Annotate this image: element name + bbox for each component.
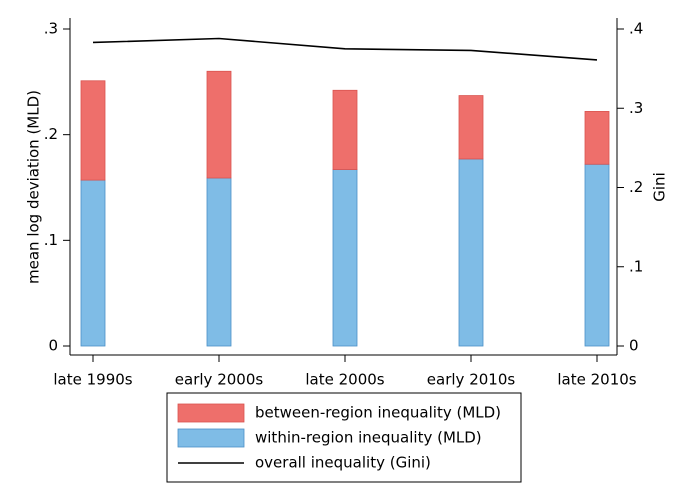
legend-swatch-0 [177, 403, 245, 423]
x-tick-label: early 2010s [427, 371, 516, 389]
x-tick-label: late 2010s [557, 371, 636, 389]
bar-between-2 [332, 89, 358, 170]
left-axis-ticks: 0 .1 .2 .3 [44, 20, 70, 355]
bar-within-0 [80, 179, 106, 347]
bar-between-1 [206, 70, 232, 179]
bar-within-4 [584, 163, 610, 347]
bar-within-2 [332, 169, 358, 347]
x-tick-label: early 2000s [175, 371, 264, 389]
x-axis-ticks: late 1990s early 2000s late 2000s early 201… [53, 355, 637, 389]
right-tick-label: .3 [629, 99, 643, 117]
left-tick-label: .1 [44, 231, 58, 249]
bar-between-0 [80, 80, 106, 181]
legend-label-2: overall inequality (Gini) [255, 454, 431, 472]
gini-line-layer [92, 37, 598, 61]
left-tick-label: .3 [44, 20, 58, 38]
y-right-axis-label: Gini [651, 172, 669, 201]
gini-line [92, 37, 598, 61]
plot-area: 0.1.2.3 0.1.2.3.4 late 1990s early 2000s l… [44, 18, 643, 389]
right-tick-label: .4 [629, 20, 643, 38]
left-tick-label: .2 [44, 125, 58, 143]
right-tick-label: .2 [629, 178, 643, 196]
legend: between-region inequality (MLD) within-re… [166, 392, 522, 483]
left-tick-label: 0 [48, 337, 58, 355]
legend-label-0: between-region inequality (MLD) [255, 404, 501, 422]
bar-between-4 [584, 111, 610, 165]
bar-within-1 [206, 177, 232, 347]
right-tick-label: .1 [629, 257, 643, 275]
right-tick-label: 0 [629, 337, 639, 355]
legend-swatch-1 [177, 428, 245, 448]
x-tick-label: late 2000s [305, 371, 384, 389]
legend-entries: between-region inequality (MLD) within-re… [177, 403, 501, 472]
bars-layer [80, 70, 610, 347]
bar-within-3 [458, 158, 484, 347]
x-tick-label: late 1990s [53, 371, 132, 389]
legend-label-1: within-region inequality (MLD) [255, 429, 482, 447]
y-left-axis-label: mean log deviation (MLD) [25, 90, 43, 284]
right-axis-ticks: 0 .1 .2 .3 .4 [617, 20, 643, 355]
bar-between-3 [458, 95, 484, 160]
